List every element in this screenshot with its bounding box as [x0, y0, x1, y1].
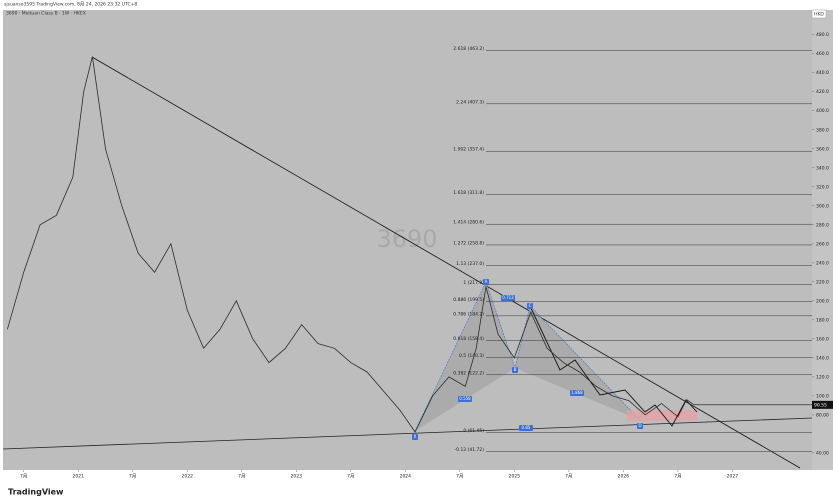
y-tick-label: 460.0	[816, 51, 829, 57]
annotation-box	[637, 423, 643, 429]
fib-label: 0.786 (184.2)	[453, 311, 484, 317]
y-tick-label: 280.0	[816, 222, 829, 228]
y-tick-label: 380.0	[816, 127, 829, 133]
y-tick-label: 420.0	[816, 89, 829, 95]
y-tick-label: 160.0	[816, 336, 829, 342]
symbol: 3690 · Meituan Class B · 1W · HKEX	[6, 11, 86, 17]
annotation-box	[412, 434, 418, 440]
x-tick-label: 2026	[618, 474, 630, 480]
header-info: sjsuanso3595 TradingView.com, 8月 24, 202…	[4, 2, 137, 8]
x-tick-label: 7月	[674, 474, 681, 480]
annotation-box	[483, 279, 489, 285]
annotation-box	[519, 425, 533, 431]
annotation: X	[414, 434, 417, 439]
x-tick-label: 7月	[347, 474, 354, 480]
x-tick-label: 2023	[291, 474, 303, 480]
y-tick-label: 40.00	[816, 450, 829, 456]
x-tick-label: 2021	[73, 474, 85, 480]
x-tick-label: 7月	[238, 474, 245, 480]
last-price-label: 90.55	[814, 402, 827, 408]
zone	[627, 410, 697, 421]
annotation: 1.868	[571, 390, 583, 395]
annotation-box	[512, 367, 518, 373]
y-tick-label: 240.0	[816, 260, 829, 266]
fib-label: 1 (217.0)	[463, 280, 484, 286]
annotation: A	[485, 279, 488, 284]
annotation-box	[501, 295, 515, 301]
annotation-box	[527, 303, 533, 309]
y-tick-label: 400.0	[816, 108, 829, 114]
y-tick-label: 360.0	[816, 146, 829, 152]
annotation-box	[570, 390, 584, 396]
fib-label: 0.618 (158.4)	[453, 336, 484, 342]
annotation: D	[638, 423, 641, 428]
trendline[interactable]	[2, 417, 813, 450]
annotation-box	[458, 396, 472, 402]
fib-label: 1.618 (311.8)	[453, 190, 484, 196]
y-tick-label: 320.0	[816, 184, 829, 190]
y-tick-label: 80.00	[816, 412, 829, 418]
y-tick-label: 300.0	[816, 203, 829, 209]
brand: TradingView	[8, 488, 64, 497]
fib-label: 2.618 (463.2)	[453, 46, 484, 52]
annotation: 0.85	[522, 425, 531, 430]
annotation: 0.558	[459, 396, 471, 401]
annotation: B	[514, 367, 517, 372]
y-tick-label: 200.0	[816, 298, 829, 304]
fib-label: 1.13 (237.0)	[456, 261, 484, 267]
annotation: 0.713	[502, 295, 514, 300]
x-tick-label: 7月	[456, 474, 463, 480]
y-tick-label: 120.0	[816, 374, 829, 380]
x-tick-label: 7月	[20, 474, 27, 480]
pattern-triangle	[415, 282, 515, 431]
y-tick-label: 340.0	[816, 165, 829, 171]
y-tick-label: 180.0	[816, 317, 829, 323]
fib-label: 0 (61.45)	[463, 428, 484, 434]
price-axis	[812, 10, 833, 470]
y-tick-label: 140.0	[816, 355, 829, 361]
x-tick-label: 7月	[565, 474, 572, 480]
fib-label: -0.13 (41.72)	[455, 447, 485, 453]
x-tick-label: 2025	[509, 474, 521, 480]
y-tick-label: 220.0	[816, 279, 829, 285]
fib-label: 0.5 (140.3)	[459, 353, 484, 359]
x-tick-label: 2027	[727, 474, 739, 480]
annotation: C	[529, 303, 532, 308]
y-tick-label: 260.0	[816, 241, 829, 247]
last-price-box	[812, 400, 833, 409]
x-tick-label: 7月	[129, 474, 136, 480]
x-tick-label: 2022	[182, 474, 194, 480]
y-tick-label: 480.0	[816, 32, 829, 38]
currency[interactable]: HKD	[814, 12, 824, 18]
fib-label: 0.886 (199.5)	[453, 297, 484, 303]
currency-box[interactable]	[811, 9, 827, 19]
trendline[interactable]	[91, 56, 801, 469]
fib-label: 1.414 (280.6)	[453, 220, 484, 226]
watermark-symbol: 3690	[376, 225, 437, 253]
y-tick-label: 440.0	[816, 70, 829, 76]
y-tick-label: 100.0	[816, 393, 829, 399]
x-tick-label: 2024	[400, 474, 412, 480]
fib-label: 1.902 (357.4)	[453, 147, 484, 153]
price-line	[7, 56, 695, 433]
fib-label: 1.272 (258.8)	[453, 240, 484, 246]
fib-label: 2.24 (407.3)	[456, 99, 484, 105]
